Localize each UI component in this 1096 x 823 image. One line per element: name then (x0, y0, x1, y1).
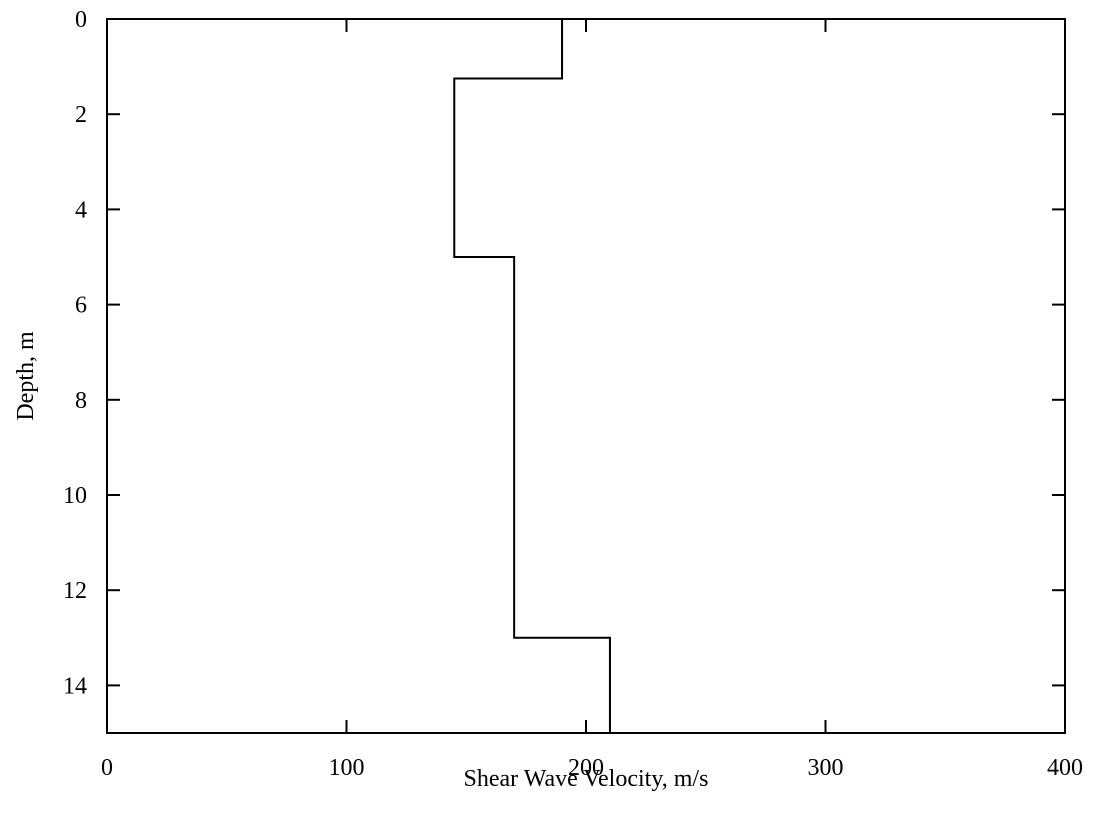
x-tick-label-0: 0 (101, 755, 113, 781)
y-axis-ticks (107, 18, 1065, 687)
x-axis-ticks (106, 19, 1066, 733)
x-tick-label-300: 300 (808, 755, 844, 781)
y-tick-label-6: 6 (75, 293, 87, 319)
y-tick-label-0: 0 (75, 7, 87, 33)
y-tick-label-14: 14 (63, 673, 87, 699)
y-tick-label-4: 4 (75, 197, 87, 223)
y-axis-label: Depth, m (13, 331, 39, 421)
x-axis-tick-labels: 0 100 200 300 400 (101, 755, 1083, 781)
y-tick-label-8: 8 (75, 388, 87, 414)
plot-frame (106, 18, 1066, 734)
x-tick-label-100: 100 (329, 755, 365, 781)
x-tick-label-200: 200 (568, 755, 604, 781)
y-tick-label-10: 10 (63, 483, 87, 509)
velocity-profile-line (453, 19, 611, 733)
y-tick-label-12: 12 (63, 578, 87, 604)
x-tick-label-400: 400 (1047, 755, 1083, 781)
y-tick-label-2: 2 (75, 102, 87, 128)
y-axis-tick-labels: 0 2 4 6 8 10 12 14 (63, 7, 87, 699)
x-axis-label: Shear Wave Velocity, m/s (464, 766, 709, 792)
